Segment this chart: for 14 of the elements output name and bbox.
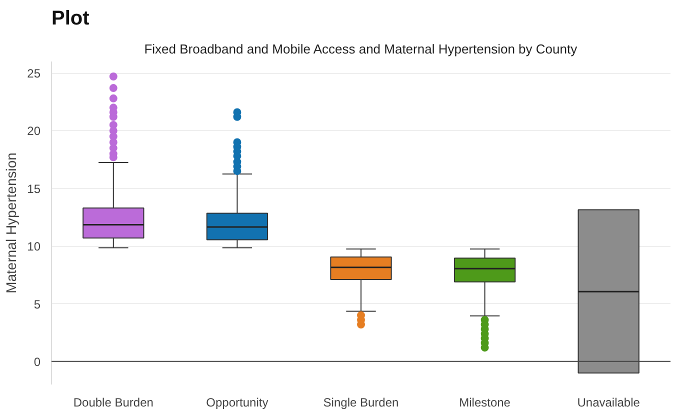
x-tick-label: Milestone [459, 396, 511, 410]
y-tick-label: 10 [27, 240, 41, 254]
x-tick-label: Opportunity [206, 396, 268, 410]
y-tick-label: 15 [27, 182, 41, 196]
y-axis-title: Maternal Hypertension [3, 152, 20, 294]
x-tick-label: Single Burden [323, 396, 399, 410]
x-tick-label: Double Burden [73, 396, 154, 410]
y-tick-label: 0 [34, 354, 41, 369]
chart-subtitle: Fixed Broadband and Mobile Access and Maternal Hypertension by County [144, 42, 578, 56]
x-tick-label: Unavailable [577, 396, 640, 410]
chart-title: Plot [52, 8, 90, 30]
y-tick-label: 25 [27, 66, 41, 81]
y-tick-label: 5 [34, 297, 41, 312]
y-tick-label: 20 [27, 124, 41, 138]
